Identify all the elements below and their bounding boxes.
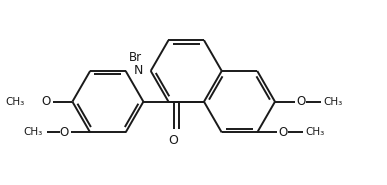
Text: CH₃: CH₃: [6, 97, 25, 107]
Text: N: N: [134, 64, 144, 78]
Text: Br: Br: [129, 51, 142, 64]
Text: O: O: [279, 126, 288, 139]
Text: O: O: [296, 95, 306, 108]
Text: O: O: [60, 126, 69, 139]
Text: CH₃: CH₃: [23, 127, 43, 137]
Text: CH₃: CH₃: [305, 127, 325, 137]
Text: CH₃: CH₃: [323, 97, 342, 107]
Text: O: O: [42, 95, 51, 108]
Text: O: O: [169, 134, 179, 147]
